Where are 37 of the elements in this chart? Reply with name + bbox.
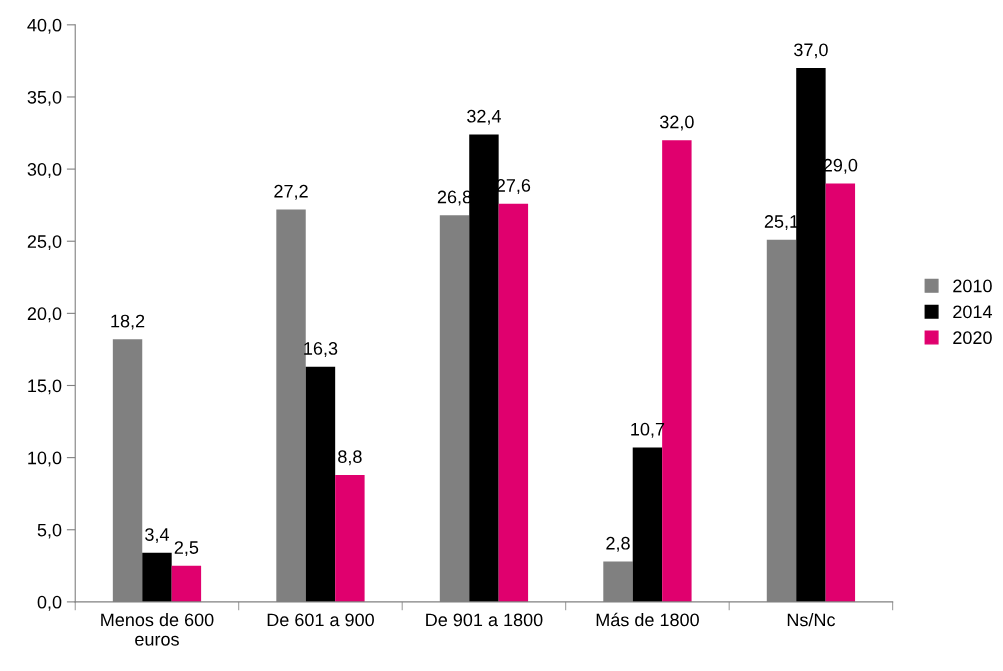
data-label: 16,3 <box>304 342 338 357</box>
data-label: 18,2 <box>111 314 145 330</box>
y-tick-label: 15,0 <box>28 379 62 395</box>
bar <box>632 447 663 602</box>
data-label: 3,4 <box>145 528 169 544</box>
y-tick-label: 30,0 <box>27 163 62 178</box>
bar <box>825 183 856 602</box>
y-tick-label: 20,0 <box>27 307 62 323</box>
y-tick-label: 5,0 <box>37 523 62 539</box>
bar <box>662 140 692 602</box>
data-label: 37,0 <box>794 43 828 59</box>
data-label: 2,5 <box>174 541 199 557</box>
legend-label: 2020 <box>953 331 992 345</box>
x-tick-label: De 901 a 1800 <box>426 613 543 627</box>
data-label: 2,8 <box>606 536 630 552</box>
data-label: 32,4 <box>467 109 501 125</box>
legend-label: 2014 <box>953 305 992 319</box>
bar <box>142 552 172 602</box>
bar <box>469 134 499 602</box>
data-label: 8,8 <box>338 450 362 466</box>
data-label: 27,2 <box>274 184 308 200</box>
bar <box>171 565 202 602</box>
bar <box>796 68 826 602</box>
y-tick-label: 0,0 <box>37 595 62 611</box>
bar <box>498 203 529 602</box>
y-tick-label: 10,0 <box>28 451 62 467</box>
y-tick-label: 25,0 <box>27 235 62 251</box>
y-tick-label: 40,0 <box>27 18 62 34</box>
y-tick-label: 35,0 <box>27 90 62 106</box>
x-tick-label: De 601 a 900 <box>267 613 374 627</box>
x-tick-label: Más de 1800 <box>596 612 699 627</box>
legend-label: 2010 <box>953 279 992 293</box>
bar <box>335 474 365 602</box>
bar <box>305 366 336 602</box>
data-label: 32,0 <box>659 115 694 131</box>
x-tick-label: Menos de 600 euros <box>101 613 214 646</box>
x-tick-label: Ns/Nc <box>787 613 836 627</box>
